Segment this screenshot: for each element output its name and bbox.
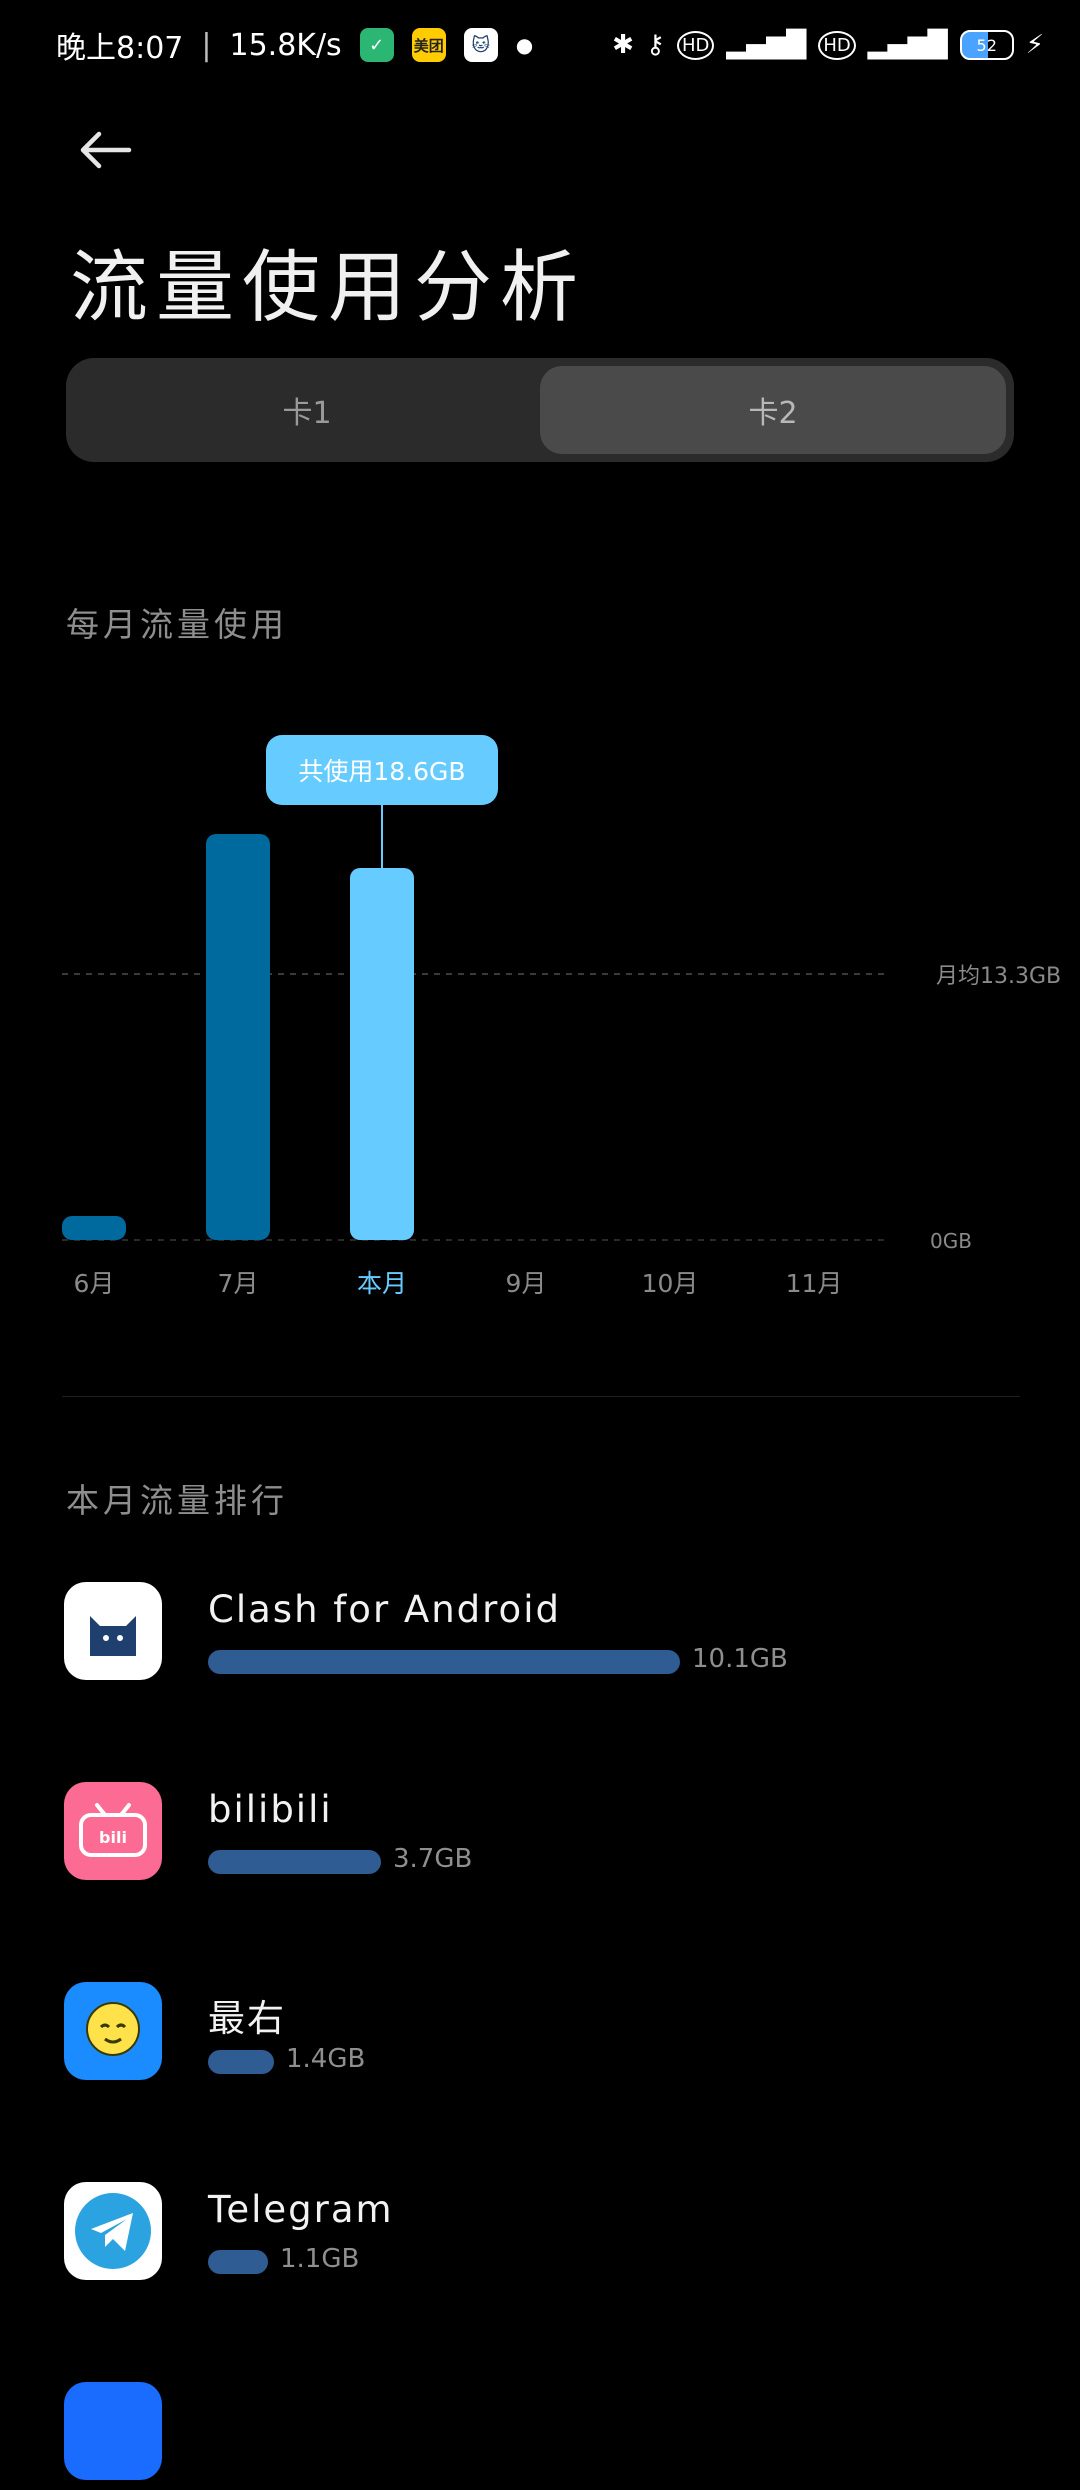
back-button[interactable]: [70, 120, 140, 180]
app-name: Telegram: [208, 2188, 394, 2231]
x-tick-label-0: 6月: [74, 1269, 115, 1298]
svg-text:bili: bili: [99, 1828, 127, 1847]
status-bar: 晚上8:07 | 15.8K/s ✓ 美团 🐱 ● ✱ ⚷ HD ▂▄▆█ HD…: [0, 0, 1080, 90]
status-time: 晚上8:07: [56, 31, 184, 66]
x-tick-label-4: 10月: [642, 1269, 699, 1298]
usage-amount: 1.4GB: [286, 2044, 366, 2074]
back-arrow-icon: [80, 131, 132, 169]
app-row-telegram[interactable]: Telegram 1.1GB: [0, 2160, 1080, 2290]
hd2-icon: HD: [818, 30, 856, 60]
usage-amount: 3.7GB: [393, 1844, 473, 1874]
tab-sim1[interactable]: 卡1: [74, 366, 540, 454]
monthly-usage-heading: 每月流量使用: [66, 605, 288, 644]
average-label: 月均13.3GB: [936, 964, 1061, 989]
tab-sim2[interactable]: 卡2: [540, 366, 1006, 454]
app-row-partial[interactable]: [0, 2360, 1080, 2490]
signal-5g-icon: ▂▄▆█: [867, 30, 948, 60]
meituan-notification-icon: 美团: [411, 28, 446, 62]
app-name: 最右: [208, 1997, 286, 2040]
status-divider: |: [201, 27, 212, 63]
section-divider: [62, 1396, 1020, 1397]
telegram-icon: [64, 2182, 162, 2280]
app-row-clash[interactable]: Clash for Android 10.1GB: [0, 1560, 1080, 1690]
cat-notification-icon: 🐱: [463, 28, 498, 62]
sim-tab-bar: 卡1 卡2: [66, 358, 1014, 462]
ranking-heading: 本月流量排行: [66, 1481, 288, 1520]
monthly-usage-chart: 月均13.3GB 0GB 6月 7月 本月 9月 10月 11月 共使用18.6GB: [0, 700, 1080, 1320]
app-name: Clash for Android: [208, 1588, 561, 1631]
charging-icon: ⚡: [1025, 30, 1044, 60]
usage-bar: [208, 2050, 274, 2074]
hd-icon: HD: [676, 30, 715, 60]
usage-bar: [208, 1850, 381, 1874]
app-name: bilibili: [208, 1788, 333, 1831]
chart-svg: 月均13.3GB 0GB 6月 7月 本月 9月 10月 11月 共使用18.6GB: [62, 735, 1061, 1298]
app-row-zuiyou[interactable]: 最右 1.4GB: [0, 1960, 1080, 2090]
zero-label: 0GB: [930, 1229, 972, 1253]
usage-bar: [208, 1650, 680, 1674]
usage-amount: 10.1GB: [692, 1644, 788, 1674]
more-dot-icon: ●: [515, 33, 534, 57]
x-tick-label-1: 7月: [218, 1269, 259, 1298]
x-tick-label-3: 9月: [506, 1269, 547, 1298]
tooltip-label: 共使用18.6GB: [298, 757, 465, 786]
x-tick-label-2: 本月: [357, 1269, 407, 1298]
battery-icon: 52: [959, 30, 1014, 60]
usage-bar: [208, 2250, 268, 2274]
shield-notification-icon: ✓: [359, 28, 394, 62]
usage-amount: 1.1GB: [280, 2244, 360, 2274]
bar-2: [350, 868, 414, 1240]
bar-1: [206, 834, 270, 1240]
bilibili-icon: bili: [64, 1782, 162, 1880]
signal-4g-icon: ▂▄▆█: [726, 30, 807, 60]
app-icon-partial: [64, 2382, 162, 2480]
cat-icon: [64, 1582, 162, 1680]
x-tick-label-5: 11月: [786, 1269, 843, 1298]
bar-0: [62, 1216, 126, 1240]
tab-sim2-label: 卡2: [748, 396, 798, 431]
page-title: 流量使用分析: [70, 243, 587, 333]
network-speed: 15.8K/s: [229, 27, 342, 63]
tooltip-box: [266, 735, 498, 805]
zuiyou-icon: [64, 1982, 162, 2080]
tab-sim1-label: 卡1: [282, 396, 332, 431]
app-row-bilibili[interactable]: bili bilibili 3.7GB: [0, 1760, 1080, 1890]
bluetooth-icon: ✱: [612, 30, 634, 60]
key-icon: ⚷: [645, 30, 665, 60]
